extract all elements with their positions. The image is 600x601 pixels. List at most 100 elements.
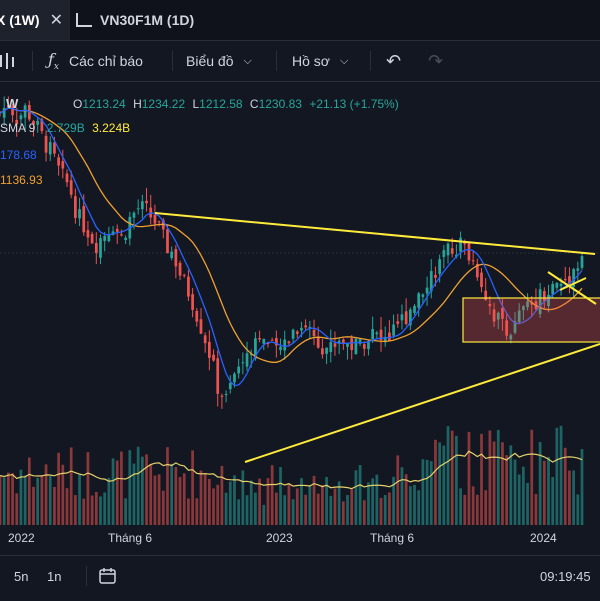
candle-body	[392, 324, 395, 336]
candle-body	[333, 343, 337, 347]
short-trendline-2[interactable]	[559, 277, 587, 291]
candle-body	[132, 212, 136, 218]
volume-bar	[23, 475, 27, 525]
undo-icon[interactable]: ↶	[386, 50, 402, 71]
calendar-range-icon[interactable]	[98, 566, 118, 589]
candle-body	[538, 289, 542, 315]
volume-bar	[2, 477, 6, 525]
range-5y-button[interactable]: 5n	[14, 569, 29, 584]
candle-body	[136, 208, 140, 210]
sma-value-2: 3.224B	[92, 121, 131, 135]
l-value: 1212.58	[199, 97, 243, 111]
candle-body	[233, 373, 236, 383]
indicators-button[interactable]: ƒx Các chỉ báo	[48, 41, 143, 81]
volume-bar	[199, 470, 203, 525]
candle-body	[446, 243, 450, 256]
candle-body	[48, 142, 52, 155]
volume-bar	[94, 491, 98, 525]
candle-body	[40, 119, 44, 132]
chart-icon	[76, 13, 92, 27]
candle-body	[505, 320, 508, 336]
candle-body	[187, 276, 190, 297]
chevron-down-icon: ⌵	[339, 54, 349, 67]
volume-bar	[44, 464, 48, 525]
volume-bar	[551, 477, 555, 525]
volume-bar	[421, 459, 425, 525]
volume-bar	[86, 452, 90, 525]
change-value: +21.13 (+1.75%)	[309, 97, 399, 111]
ma-slow-line	[0, 107, 583, 363]
volume-bar	[103, 492, 107, 525]
candle-body	[559, 283, 563, 287]
volume-bar	[367, 482, 370, 525]
ohlc-legend: W	[6, 96, 18, 111]
candle-body	[580, 256, 584, 268]
candle-body	[480, 272, 483, 288]
volume-bar	[295, 488, 299, 525]
candle-body	[337, 340, 341, 344]
volume-bar	[0, 475, 2, 525]
volume-bar	[111, 458, 115, 525]
tab-vn30f1m[interactable]: VN30F1M (1D)	[76, 0, 194, 40]
divider	[276, 51, 277, 71]
candle-body	[484, 290, 488, 300]
zone-rectangle[interactable]	[462, 297, 600, 343]
bottom-bar: 5n 1n 09:19:45	[0, 555, 600, 601]
candle-body	[157, 221, 161, 223]
candle-body	[107, 234, 111, 242]
volume-bar	[153, 475, 157, 525]
time-axis[interactable]: 2022 Tháng 6 2023 Tháng 6 2024	[0, 525, 600, 550]
candle-body	[501, 307, 504, 319]
volume-bar	[371, 478, 375, 525]
volume-bar	[36, 477, 40, 525]
volume-bar	[388, 492, 391, 525]
upper-trendline[interactable]	[154, 212, 596, 255]
redo-icon[interactable]: ↷	[428, 50, 444, 71]
volume-bar	[517, 474, 521, 525]
interval-label: W	[6, 96, 19, 111]
candle-body	[2, 107, 6, 118]
candle-body	[576, 268, 580, 271]
range-1y-button[interactable]: 1n	[47, 569, 62, 584]
volume-bar	[7, 472, 10, 525]
candle-body	[237, 366, 241, 374]
volume-bar	[580, 449, 584, 525]
candle-body	[509, 335, 513, 340]
close-icon[interactable]: ✕	[49, 12, 63, 29]
chart-type-dropdown[interactable]: Biểu đồ ⌵	[186, 41, 252, 81]
candle-body	[145, 200, 148, 204]
volume-bar	[228, 481, 232, 525]
volume-bar	[279, 467, 282, 525]
bars-icon[interactable]	[0, 41, 20, 81]
candle-body	[425, 287, 429, 294]
volume-bar	[241, 470, 245, 525]
volume-bar	[509, 445, 513, 525]
ma-slow-value: 1136.93	[0, 173, 43, 187]
tab-bar: X (1W) ✕ VN30F1M (1D)	[0, 0, 600, 41]
candle-body	[350, 338, 354, 351]
candle-body	[379, 329, 383, 341]
profile-dropdown[interactable]: Hồ sơ ⌵	[292, 41, 348, 81]
volume-bar	[274, 492, 278, 525]
short-trendline[interactable]	[547, 271, 597, 305]
lower-trendline[interactable]	[244, 343, 600, 463]
candle-body	[86, 230, 90, 238]
volume-bar	[442, 445, 446, 525]
candle-body	[321, 348, 324, 355]
volume-bar	[559, 425, 563, 525]
tab-label: VN30F1M (1D)	[100, 12, 195, 28]
divider	[370, 51, 371, 71]
volume-bar	[136, 446, 140, 525]
candle-body	[44, 135, 48, 153]
volume-bar	[74, 495, 77, 525]
candle-body	[212, 354, 215, 361]
volume-bar	[69, 447, 73, 525]
volume-bar	[341, 501, 345, 525]
tab-active[interactable]: X (1W) ✕	[0, 0, 70, 40]
volume-bar	[563, 447, 567, 525]
volume-bar	[534, 493, 538, 525]
volume-bar	[65, 488, 69, 525]
clock-time[interactable]: 09:19:45	[540, 569, 591, 584]
candle-body	[542, 291, 546, 302]
price-chart[interactable]	[0, 82, 600, 527]
